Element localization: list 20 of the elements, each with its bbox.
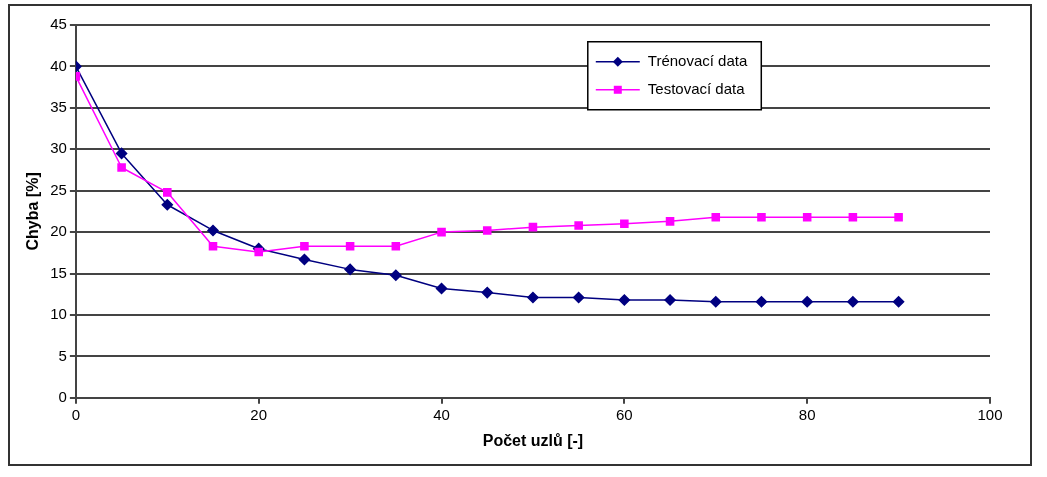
x-axis-title: Počet uzlů [-] — [482, 431, 584, 449]
y-tick-label: 35 — [50, 97, 67, 115]
y-tick-label: 20 — [50, 222, 67, 240]
y-axis-title: Chyba [%] — [24, 172, 42, 251]
x-tick-label: 80 — [798, 405, 816, 423]
x-tick-label: 60 — [616, 405, 633, 423]
y-tick-label: 10 — [50, 305, 67, 323]
y-tick-label: 45 — [50, 15, 67, 33]
legend-label: Testovací data — [647, 79, 746, 97]
x-tick-label: 100 — [977, 405, 1003, 423]
legend-label: Trénovací data — [647, 51, 748, 69]
y-tick-label: 40 — [50, 56, 67, 74]
y-tick-label: 0 — [58, 387, 67, 405]
x-tick-label: 0 — [71, 405, 81, 423]
y-tick-label: 5 — [58, 346, 67, 364]
y-tick-label: 25 — [50, 180, 67, 198]
x-tick-label: 40 — [433, 405, 450, 423]
y-tick-label: 30 — [50, 139, 67, 157]
x-tick-label: 20 — [250, 405, 268, 423]
y-tick-label: 15 — [50, 263, 67, 281]
